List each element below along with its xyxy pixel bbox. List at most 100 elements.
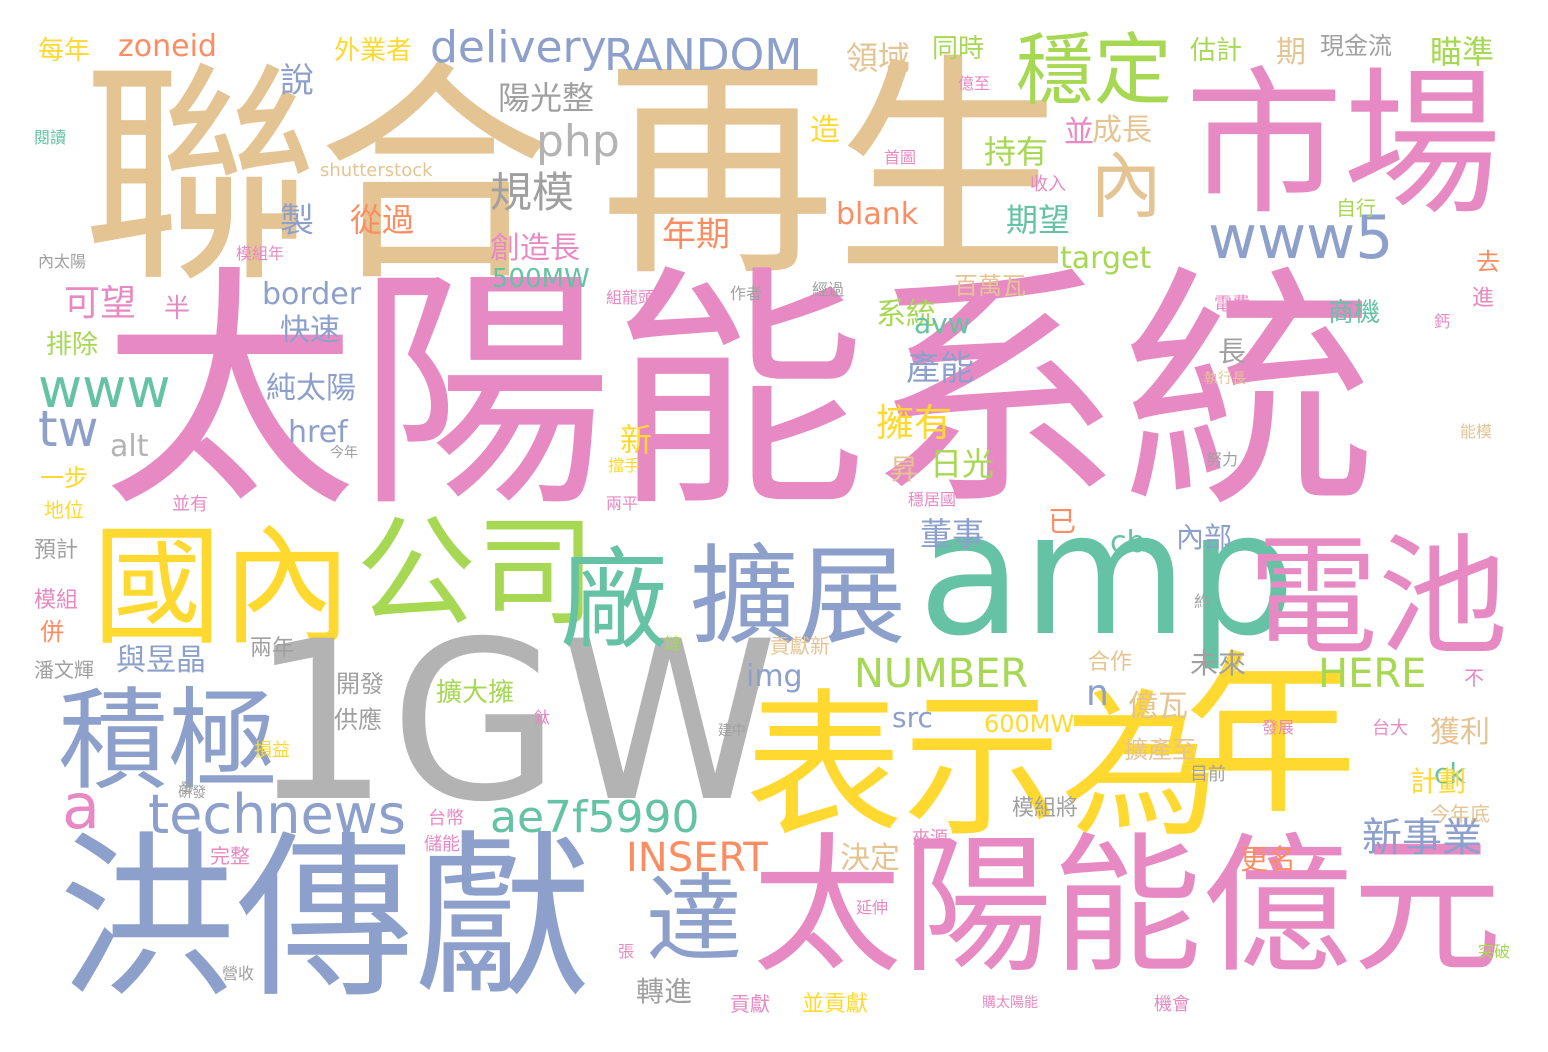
- word: 商機: [1328, 298, 1381, 328]
- word: php: [536, 116, 620, 167]
- word: href: [288, 415, 348, 450]
- word: 張: [618, 942, 635, 961]
- word: 廠: [560, 539, 669, 664]
- word: 鏈: [664, 634, 681, 653]
- word: HERE: [1318, 651, 1427, 697]
- word: 排除: [46, 330, 99, 360]
- word: alt: [110, 429, 149, 464]
- word: 貢獻: [730, 992, 770, 1016]
- word: delivery: [430, 22, 607, 73]
- word: 新事業: [1362, 815, 1482, 861]
- word: 貢獻新: [770, 634, 830, 658]
- word: 洪傳獻: [58, 815, 592, 1022]
- word: shutterstock: [320, 160, 433, 181]
- word: 電費: [1214, 294, 1250, 315]
- word: 開發: [336, 670, 384, 698]
- word: 公司: [356, 504, 596, 643]
- word: 製: [280, 201, 314, 241]
- word: 穩居國: [908, 490, 957, 509]
- word: 計劃: [1410, 765, 1467, 798]
- word: 預計: [34, 538, 79, 563]
- word: 擴展: [690, 535, 907, 660]
- word: 兩年: [250, 636, 295, 661]
- word: 估計: [1190, 36, 1243, 66]
- word: blank: [836, 197, 919, 232]
- word: 從過: [350, 201, 415, 239]
- word: 儲能: [424, 834, 460, 855]
- word: 億瓦: [1128, 689, 1188, 724]
- word: 進: [1472, 286, 1495, 311]
- word: 模組: [34, 588, 79, 613]
- word: 發展: [1262, 718, 1295, 737]
- word: 不: [1464, 666, 1484, 690]
- word: 組龍頭: [606, 288, 655, 307]
- word: RANDOM: [604, 30, 803, 81]
- word: 能模: [1460, 422, 1493, 441]
- word: 延伸: [856, 898, 889, 917]
- word: 合作: [1088, 650, 1133, 675]
- word: 發: [180, 781, 194, 797]
- word: 純太陽: [266, 371, 356, 406]
- word: 研發: [178, 785, 206, 801]
- word: 閱讀: [34, 128, 67, 147]
- word: amp: [918, 476, 1296, 674]
- word: www5: [1208, 203, 1394, 273]
- word: 建中: [718, 723, 746, 739]
- word: 年: [1182, 636, 1357, 839]
- word: 自行: [1336, 196, 1376, 220]
- word: 說: [280, 61, 314, 101]
- word: img: [746, 659, 803, 694]
- word: 突破: [1478, 942, 1511, 961]
- word: 年期: [662, 215, 730, 255]
- word: 台大: [1372, 718, 1408, 739]
- word: 產能: [906, 349, 974, 389]
- word: 擴產至: [1124, 736, 1196, 764]
- word: 擁有: [876, 401, 953, 445]
- word: 損益: [254, 740, 290, 761]
- word: ck: [1434, 757, 1466, 790]
- word: 600MW: [984, 710, 1075, 738]
- word: 來源: [912, 828, 948, 849]
- word: src: [892, 701, 933, 734]
- word: 更名: [1240, 843, 1297, 876]
- word: ae7f5990: [490, 792, 700, 843]
- word: 可望: [64, 283, 137, 324]
- word: 新: [620, 421, 653, 459]
- word: 今年底: [1430, 802, 1490, 826]
- word: 市場: [1185, 53, 1501, 237]
- word: 長: [1218, 335, 1247, 368]
- word: 擴大擁: [436, 678, 515, 708]
- word: 約: [1194, 592, 1211, 611]
- word: 億至: [958, 74, 991, 93]
- word: 首圖: [884, 148, 917, 167]
- word: 擋手: [608, 456, 641, 475]
- word: cb: [1110, 525, 1146, 560]
- word: 國內: [92, 511, 353, 663]
- word: 未來: [1190, 647, 1247, 680]
- word: 一步: [40, 464, 88, 492]
- word: NUMBER: [854, 651, 1029, 697]
- word: 去: [1476, 248, 1500, 276]
- word: 鈣: [1434, 312, 1451, 331]
- word: 領域: [846, 39, 911, 77]
- word: 轉進: [636, 975, 693, 1008]
- word: 造: [810, 113, 840, 148]
- word: 1GW: [250, 594, 778, 850]
- word: 營收: [222, 964, 255, 983]
- word: technews: [148, 783, 407, 846]
- word: 努力: [1206, 450, 1239, 469]
- word: 內部: [1176, 521, 1233, 554]
- word: 持有: [984, 133, 1049, 171]
- word: 獲利: [1430, 715, 1490, 750]
- word: 規模: [490, 168, 575, 217]
- word: 內: [1090, 144, 1163, 228]
- word: 百萬瓦: [954, 272, 1026, 300]
- word: 創造長: [490, 231, 580, 266]
- word: 再生: [600, 35, 1070, 308]
- word: 已: [1048, 505, 1077, 538]
- word: 模組將: [1012, 796, 1079, 821]
- word: 兩平: [606, 494, 639, 513]
- word: 決定: [840, 841, 900, 876]
- word: a: [62, 770, 100, 843]
